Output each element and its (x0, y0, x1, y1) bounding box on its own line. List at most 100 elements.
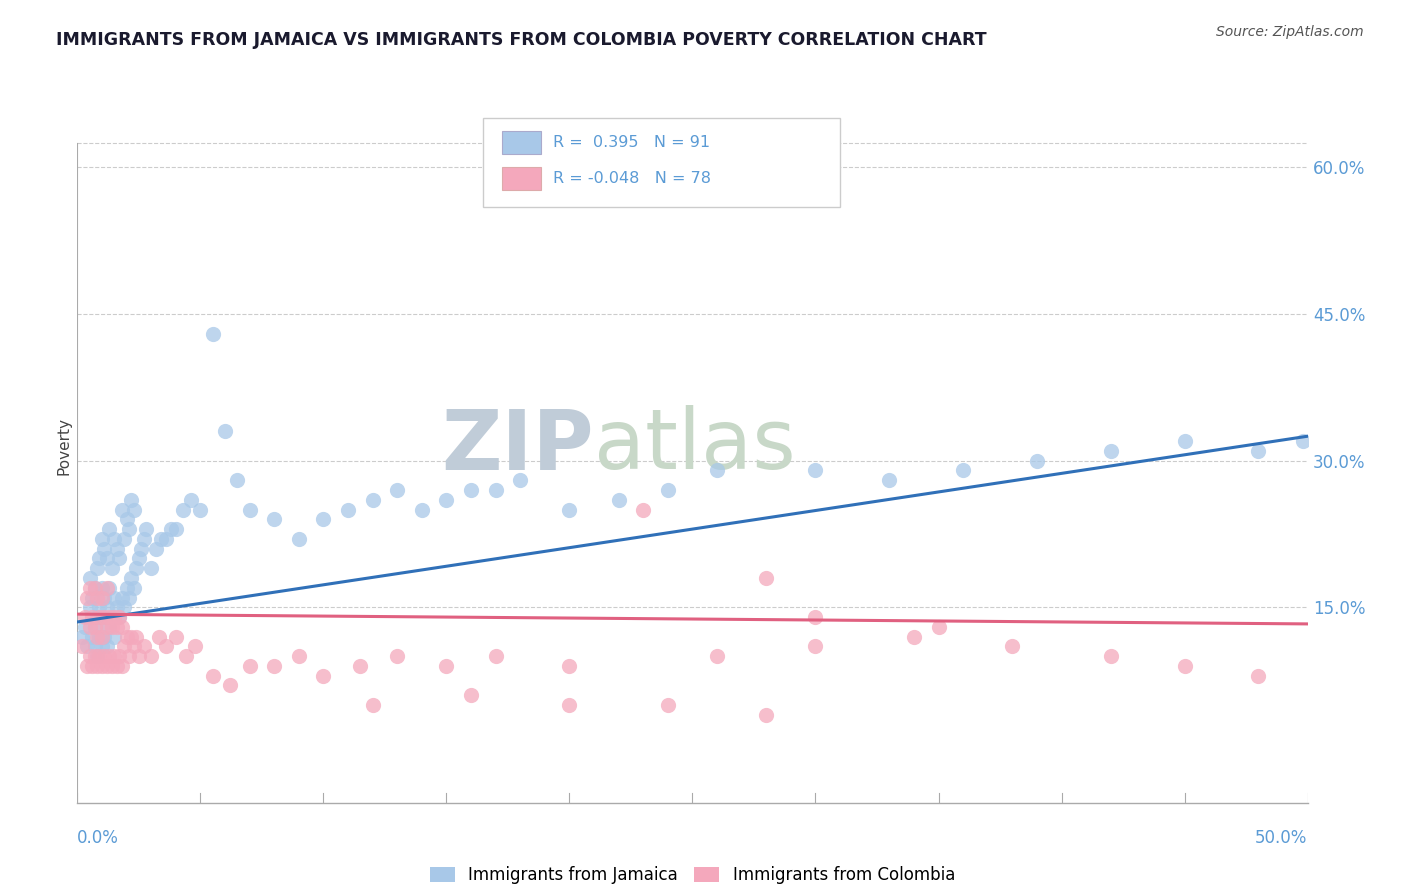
Point (86, 591, 108, 605)
Point (93, 541, 115, 556)
Point (90, 581, 114, 595)
Point (103, 591, 125, 605)
Point (98, 620, 121, 634)
Point (115, 630, 138, 644)
Point (98, 649, 121, 664)
Point (128, 551, 150, 566)
Point (125, 630, 148, 644)
FancyBboxPatch shape (484, 118, 841, 207)
Point (90, 532, 114, 546)
Point (132, 640, 155, 654)
Point (108, 551, 131, 566)
Point (89, 630, 111, 644)
Point (141, 561, 163, 575)
Point (387, 483, 409, 497)
Point (1292, 434, 1315, 449)
Point (96, 659, 118, 673)
Point (108, 649, 131, 664)
Point (361, 698, 384, 712)
Point (70, 640, 93, 654)
Point (83, 581, 105, 595)
Point (73, 620, 96, 634)
Point (89, 610, 111, 624)
Point (558, 659, 581, 673)
Point (755, 707, 778, 722)
Point (125, 561, 148, 575)
Point (214, 425, 236, 439)
Point (115, 512, 138, 526)
Point (105, 541, 128, 556)
Point (239, 502, 262, 516)
Point (558, 502, 581, 516)
Text: ZIP: ZIP (441, 406, 595, 486)
Point (633, 502, 655, 516)
Point (86, 649, 108, 664)
Point (101, 620, 124, 634)
Point (460, 688, 482, 702)
Point (657, 483, 679, 497)
Point (115, 581, 138, 595)
Point (70, 630, 93, 644)
Point (180, 492, 202, 507)
Point (312, 669, 335, 683)
Point (657, 698, 679, 712)
Point (485, 483, 508, 497)
Point (184, 640, 207, 654)
Point (219, 678, 242, 692)
Point (96, 640, 118, 654)
Point (103, 610, 125, 624)
Point (89, 551, 111, 566)
Point (96, 581, 118, 595)
Point (101, 610, 124, 624)
Point (108, 610, 131, 624)
Point (121, 571, 143, 585)
Point (73, 610, 96, 624)
Point (90, 659, 114, 673)
Point (706, 463, 728, 477)
Point (607, 492, 630, 507)
Point (145, 541, 167, 556)
Point (263, 512, 285, 526)
Point (108, 610, 131, 624)
Point (82, 630, 104, 644)
Text: Source: ZipAtlas.com: Source: ZipAtlas.com (1216, 25, 1364, 39)
Point (83, 581, 105, 595)
Point (122, 581, 145, 595)
Point (1001, 640, 1024, 654)
Point (82, 610, 104, 624)
Point (101, 561, 124, 575)
Point (436, 492, 458, 507)
Point (93, 610, 115, 624)
Point (79, 600, 101, 615)
Point (165, 522, 187, 536)
Point (928, 620, 950, 634)
Point (122, 502, 145, 516)
Point (1099, 649, 1122, 664)
Point (118, 522, 141, 536)
Point (150, 532, 173, 546)
Point (82, 591, 104, 605)
Point (103, 649, 125, 664)
Point (93, 630, 115, 644)
Point (1174, 659, 1197, 673)
Point (89, 600, 111, 615)
Point (105, 600, 128, 615)
Point (111, 502, 132, 516)
Point (190, 502, 212, 516)
Point (121, 630, 143, 644)
Point (111, 591, 132, 605)
Point (349, 659, 371, 673)
Point (90, 640, 114, 654)
Point (111, 620, 132, 634)
Point (174, 649, 197, 664)
Point (79, 571, 101, 585)
Text: R = -0.048   N = 78: R = -0.048 N = 78 (554, 171, 711, 186)
Point (105, 620, 128, 634)
Point (79, 620, 101, 634)
Point (118, 649, 141, 664)
Point (1247, 669, 1270, 683)
Point (103, 630, 125, 644)
Point (361, 492, 384, 507)
Point (83, 640, 105, 654)
Point (1026, 453, 1049, 467)
